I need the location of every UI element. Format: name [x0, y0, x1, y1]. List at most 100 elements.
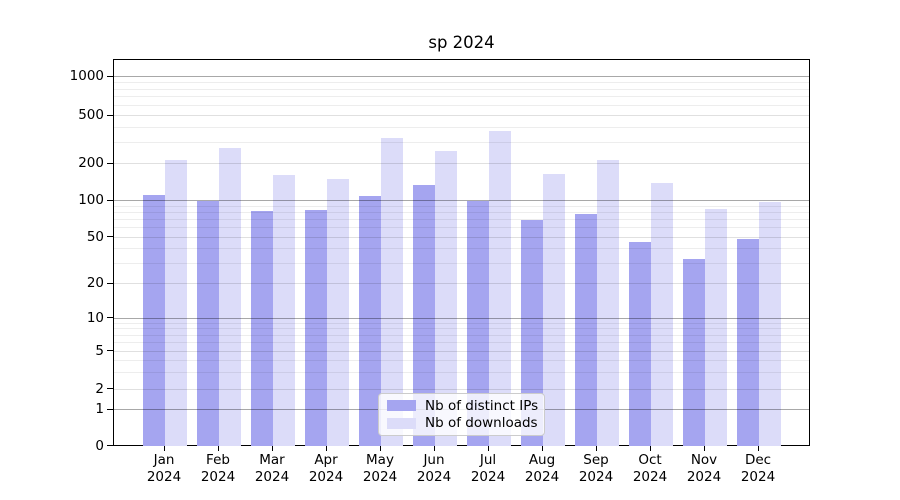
minor-gridline — [114, 227, 809, 229]
gridline — [114, 163, 809, 165]
y-tick — [107, 75, 113, 77]
x-tick — [325, 446, 327, 451]
bar-distinct-ips-jan — [143, 195, 165, 447]
x-tick-label: Jan 2024 — [146, 452, 182, 485]
bar-downloads-apr — [327, 179, 349, 447]
minor-gridline — [114, 334, 809, 336]
y-tick — [107, 388, 113, 390]
minor-gridline — [114, 104, 809, 106]
x-tick — [379, 446, 381, 451]
gridline — [114, 236, 809, 238]
y-tick-label: 0 — [95, 437, 104, 454]
y-tick-label: 10 — [86, 309, 104, 326]
x-tick-label: May 2024 — [362, 452, 398, 485]
y-tick — [107, 236, 113, 238]
minor-gridline — [114, 359, 809, 361]
bar-downloads-jun — [435, 150, 457, 447]
y-tick-label: 100 — [78, 192, 104, 209]
minor-gridline — [114, 322, 809, 324]
x-tick — [541, 446, 543, 451]
minor-gridline — [114, 248, 809, 250]
y-tick-label: 1 — [95, 401, 104, 417]
major-gridline — [114, 317, 809, 319]
minor-gridline — [114, 328, 809, 330]
chart-title: sp 2024 — [428, 33, 495, 52]
gridline — [114, 350, 809, 352]
bar-downloads-sep — [597, 160, 619, 447]
y-tick — [107, 317, 113, 319]
gridline — [114, 115, 809, 116]
minor-gridline — [114, 88, 809, 90]
bar-distinct-ips-feb — [197, 201, 219, 447]
x-tick-label: Jun 2024 — [416, 452, 452, 485]
bar-distinct-ips-jun — [413, 184, 435, 447]
minor-gridline — [114, 212, 809, 214]
y-tick-label: 2 — [95, 380, 104, 397]
x-tick-label: Mar 2024 — [254, 452, 290, 485]
bar-distinct-ips-mar — [251, 211, 273, 447]
bar-downloads-jan — [165, 160, 187, 447]
x-tick — [433, 446, 435, 451]
minor-gridline — [114, 205, 809, 207]
y-tick — [107, 350, 113, 352]
x-tick-label: Dec 2024 — [740, 452, 776, 485]
x-tick — [649, 446, 651, 451]
x-tick-label: Nov 2024 — [686, 452, 722, 485]
minor-gridline — [114, 371, 809, 373]
bar-distinct-ips-jul — [467, 201, 489, 447]
x-tick-label: Sep 2024 — [578, 452, 614, 485]
x-tick-label: Apr 2024 — [308, 452, 344, 485]
plot-area — [113, 59, 810, 447]
y-tick-label: 20 — [86, 275, 104, 292]
major-gridline — [114, 76, 809, 77]
y-tick — [107, 114, 113, 116]
legend-label-downloads: Nb of downloads — [425, 415, 538, 432]
bar-downloads-jul — [489, 130, 511, 447]
legend-label-distinct-ips: Nb of distinct IPs — [425, 397, 539, 414]
minor-gridline — [114, 96, 809, 98]
bar-distinct-ips-dec — [737, 238, 759, 447]
x-tick — [595, 446, 597, 451]
gridline — [114, 388, 809, 390]
x-tick — [487, 446, 489, 451]
bar-downloads-nov — [705, 208, 727, 447]
gridline — [114, 283, 809, 285]
bar-distinct-ips-nov — [683, 258, 705, 447]
bar-downloads-may — [381, 138, 403, 447]
major-gridline — [114, 200, 809, 202]
x-tick-label: Feb 2024 — [200, 452, 236, 485]
x-tick — [163, 446, 165, 451]
legend-swatch-distinct-ips — [387, 400, 416, 412]
bar-distinct-ips-sep — [575, 213, 597, 447]
y-tick — [107, 408, 113, 410]
x-tick — [703, 446, 705, 451]
bar-downloads-dec — [759, 201, 781, 447]
x-tick — [757, 446, 759, 451]
y-tick — [107, 162, 113, 164]
y-tick-label: 200 — [78, 155, 104, 172]
bar-downloads-mar — [273, 175, 295, 447]
x-tick — [271, 446, 273, 451]
x-tick-label: Oct 2024 — [632, 452, 668, 485]
y-tick — [107, 445, 113, 446]
y-tick-label: 1000 — [69, 68, 104, 84]
minor-gridline — [114, 219, 809, 221]
minor-gridline — [114, 81, 809, 83]
legend-swatch-downloads — [387, 417, 416, 429]
minor-gridline — [114, 262, 809, 264]
minor-gridline — [114, 126, 809, 128]
minor-gridline — [114, 342, 809, 344]
y-tick — [107, 282, 113, 284]
bar-distinct-ips-may — [359, 196, 381, 447]
y-tick — [107, 199, 113, 201]
bar-downloads-oct — [651, 182, 673, 447]
x-tick — [217, 446, 219, 451]
legend-item-downloads: Nb of downloads — [387, 415, 538, 432]
minor-gridline — [114, 141, 809, 143]
legend: Nb of distinct IPs Nb of downloads — [378, 393, 545, 436]
bar-downloads-aug — [543, 174, 565, 447]
x-tick-label: Jul 2024 — [470, 452, 506, 485]
bar-distinct-ips-oct — [629, 241, 651, 447]
legend-item-distinct-ips: Nb of distinct IPs — [387, 397, 539, 414]
